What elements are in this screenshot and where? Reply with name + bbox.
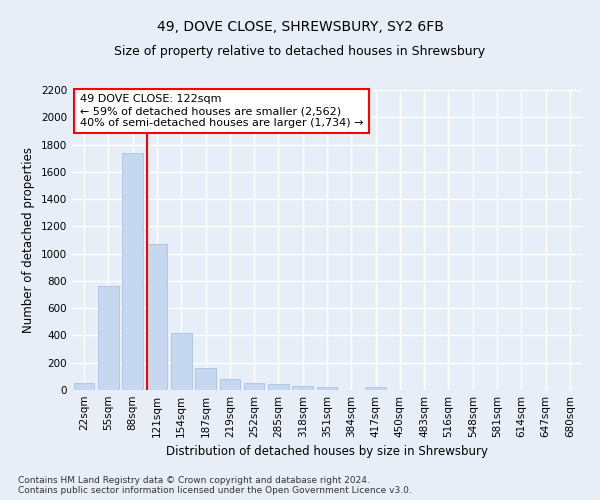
Text: Size of property relative to detached houses in Shrewsbury: Size of property relative to detached ho…	[115, 45, 485, 58]
Bar	[74, 382, 94, 390]
Bar	[365, 388, 386, 390]
Bar	[146, 244, 167, 390]
Bar	[98, 286, 119, 390]
Text: Contains HM Land Registry data © Crown copyright and database right 2024.
Contai: Contains HM Land Registry data © Crown c…	[18, 476, 412, 495]
Bar	[317, 386, 337, 390]
Bar	[292, 386, 313, 390]
Text: 49, DOVE CLOSE, SHREWSBURY, SY2 6FB: 49, DOVE CLOSE, SHREWSBURY, SY2 6FB	[157, 20, 443, 34]
Text: 49 DOVE CLOSE: 122sqm
← 59% of detached houses are smaller (2,562)
40% of semi-d: 49 DOVE CLOSE: 122sqm ← 59% of detached …	[80, 94, 363, 128]
Bar	[171, 334, 191, 390]
Bar	[220, 379, 240, 390]
Bar	[122, 152, 143, 390]
Bar	[268, 384, 289, 390]
X-axis label: Distribution of detached houses by size in Shrewsbury: Distribution of detached houses by size …	[166, 446, 488, 458]
Bar	[244, 383, 265, 390]
Y-axis label: Number of detached properties: Number of detached properties	[22, 147, 35, 333]
Bar	[195, 368, 216, 390]
